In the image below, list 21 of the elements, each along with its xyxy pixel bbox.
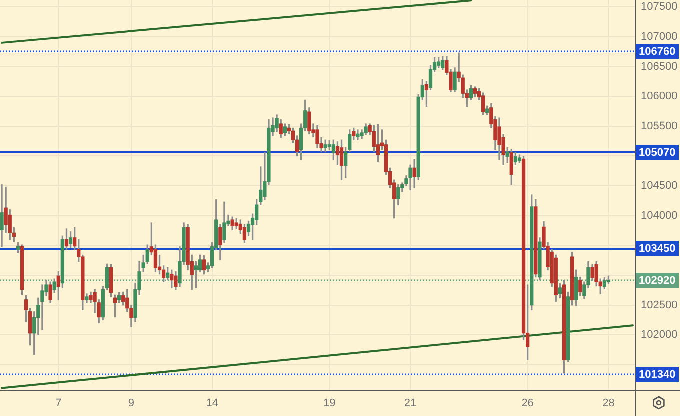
y-tick-label: 102000 [641, 329, 678, 342]
x-tick-label: 9 [128, 398, 135, 410]
ref-line-label: 106760 [639, 46, 676, 58]
ref-line-label: 103450 [639, 243, 676, 256]
x-tick-label: 19 [324, 398, 336, 410]
y-tick-label: 106000 [641, 90, 678, 103]
y-tick-label: 104500 [641, 180, 678, 192]
ref-line-label: 105070 [639, 147, 676, 160]
x-tick-label: 7 [56, 398, 62, 410]
y-tick-label: 107500 [641, 1, 678, 14]
x-tick-label: 26 [522, 398, 534, 410]
x-tick-label: 21 [404, 398, 417, 410]
y-tick-label: 107000 [641, 31, 678, 44]
y-tick-label: 105500 [641, 120, 678, 132]
ref-line-label: 101340 [639, 369, 676, 382]
y-tick-label: 102500 [641, 299, 678, 312]
y-tick-label: 106500 [641, 60, 678, 73]
y-tick-label: 104000 [641, 210, 678, 222]
x-tick-label: 14 [206, 398, 218, 410]
x-tick-label: 28 [602, 398, 615, 410]
ref-line-label: 102920 [639, 275, 676, 288]
